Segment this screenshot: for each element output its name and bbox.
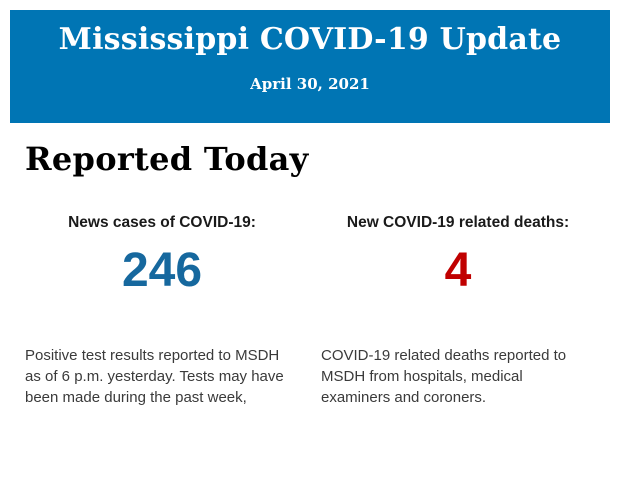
new-cases-label: News cases of COVID-19:	[68, 214, 256, 231]
report-content: Reported Today News cases of COVID-19: 2…	[0, 140, 620, 409]
new-deaths-description: COVID-19 related deaths reported to MSDH…	[321, 346, 567, 407]
new-deaths-stat: New COVID-19 related deaths: 4 COVID-19 …	[321, 214, 595, 409]
report-date: April 30, 2021	[250, 75, 370, 93]
update-header: Mississippi COVID-19 Update April 30, 20…	[10, 10, 610, 123]
new-cases-stat: News cases of COVID-19: 246 Positive tes…	[25, 214, 299, 409]
covid-update-page: Mississippi COVID-19 Update April 30, 20…	[0, 10, 620, 483]
page-title: Mississippi COVID-19 Update	[58, 22, 562, 57]
section-heading: Reported Today	[25, 140, 309, 178]
new-cases-description: Positive test results reported to MSDH a…	[25, 346, 284, 407]
stats-grid: News cases of COVID-19: 246 Positive tes…	[25, 214, 595, 409]
new-deaths-label: New COVID-19 related deaths:	[346, 214, 570, 231]
new-deaths-value: 4	[444, 244, 472, 297]
new-cases-value: 246	[121, 244, 203, 297]
